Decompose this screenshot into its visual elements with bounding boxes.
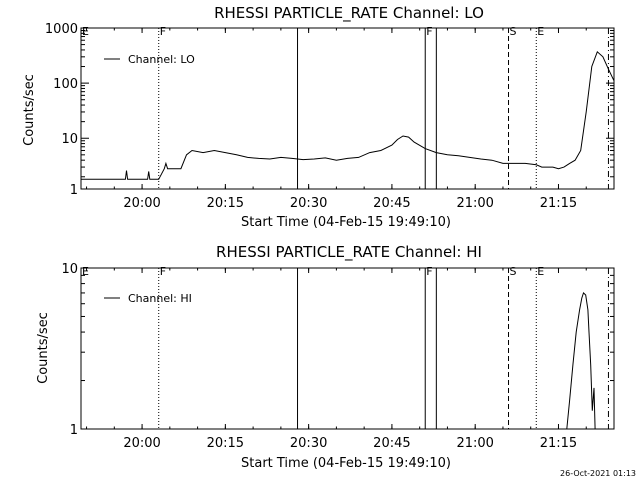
chart-lo-legend-entry: Channel: LO [128, 53, 195, 66]
chart-lo-marker-label: F [160, 25, 166, 38]
chart-lo-y-tick-label: 1000 [45, 22, 78, 37]
chart-lo-y-tick-label: 10 [61, 132, 78, 147]
footer-timestamp: 26-Oct-2021 01:13 [560, 469, 636, 478]
chart-lo-ticks: 20:00 20:15 20:30 20:45 21:00 21:15 1 10 100 1000 [45, 22, 615, 211]
chart-lo-marker-label: E [537, 25, 544, 38]
chart-lo-x-tick-label: 21:15 [540, 196, 577, 211]
chart-hi-marker-label: E [82, 265, 89, 278]
chart-lo-y-axis-label: Counts/sec [22, 74, 37, 146]
chart-hi-marker-label: S [510, 265, 517, 278]
chart-hi-axes-frame [80, 267, 615, 430]
chart-lo-y-tick-label: 1 [70, 183, 78, 198]
chart-hi-x-tick-label: 21:00 [456, 436, 493, 451]
chart-hi-x-tick-label: 20:30 [290, 436, 327, 451]
chart-hi-ticks: 20:00 20:15 20:30 20:45 21:00 21:15 1 10 [61, 262, 615, 451]
chart-lo-title: RHESSI PARTICLE_RATE Channel: LO [214, 4, 484, 23]
chart-hi-marker-label: F [426, 265, 432, 278]
chart-hi-x-tick-label: 20:45 [373, 436, 410, 451]
chart-lo-legend: Channel: LO [104, 53, 195, 66]
chart-lo-marker-label: E [82, 25, 89, 38]
chart-hi-y-axis-label: Counts/sec [36, 312, 51, 384]
chart-hi-x-tick-label: 21:15 [540, 436, 577, 451]
chart-hi-series-line [566, 291, 596, 430]
chart-lo-x-tick-label: 21:00 [456, 196, 493, 211]
chart-lo-marker-label: S [510, 25, 517, 38]
chart-lo-x-tick-label: 20:45 [373, 196, 410, 211]
chart-lo-x-axis-label: Start Time (04-Feb-15 19:49:10) [241, 215, 451, 230]
chart-lo-axes-frame [80, 27, 615, 190]
chart-hi-x-tick-label: 20:00 [123, 436, 160, 451]
chart-hi-x-axis-label: Start Time (04-Feb-15 19:49:10) [241, 456, 451, 471]
chart-lo-series-line [81, 50, 615, 180]
chart-hi-legend-entry: Channel: HI [128, 292, 192, 305]
chart-hi-legend: Channel: HI [104, 292, 192, 305]
chart-hi-y-tick-label: 1 [70, 423, 78, 438]
chart-hi-y-tick-label: 10 [61, 262, 78, 277]
chart-hi-marker-label: E [537, 265, 544, 278]
chart-hi-marker-label: F [160, 265, 166, 278]
chart-lo-x-tick-label: 20:00 [123, 196, 160, 211]
chart-lo-panel: RHESSI PARTICLE_RATE Channel: LO Counts/… [22, 4, 615, 230]
chart-lo-marker-label: F [426, 25, 432, 38]
chart-lo-y-tick-label: 100 [53, 77, 78, 92]
chart-hi-panel: RHESSI PARTICLE_RATE Channel: HI Counts/… [36, 243, 615, 471]
chart-hi-title: RHESSI PARTICLE_RATE Channel: HI [216, 243, 482, 262]
chart-lo-x-tick-label: 20:15 [207, 196, 244, 211]
chart-hi-x-tick-label: 20:15 [207, 436, 244, 451]
chart-lo-x-tick-label: 20:30 [290, 196, 327, 211]
